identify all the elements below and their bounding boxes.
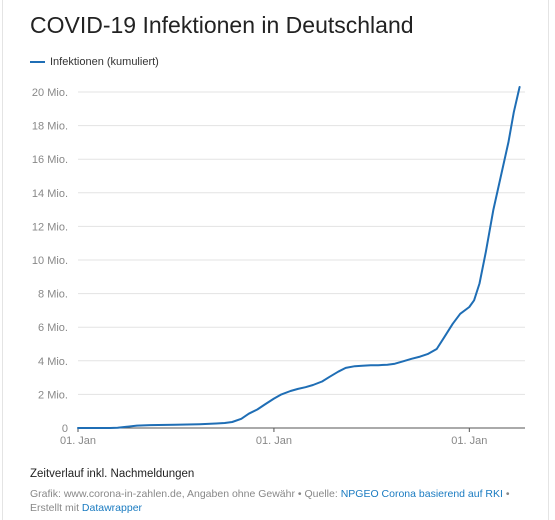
x-tick-label: 01. Jan	[60, 435, 96, 447]
y-tick-label: 16 Mio.	[32, 154, 68, 166]
legend-swatch	[30, 61, 45, 63]
source-line: Grafik: www.corona-in-zahlen.de, Angaben…	[30, 487, 535, 515]
y-tick-label: 18 Mio.	[32, 121, 68, 133]
y-tick-label: 10 Mio.	[32, 255, 68, 267]
datawrapper-link[interactable]: Datawrapper	[81, 502, 143, 514]
source-link[interactable]: NPGEO Corona basierend auf RKI	[340, 488, 503, 500]
x-tick-label: 01. Jan	[256, 435, 292, 447]
legend: Infektionen (kumuliert)	[30, 56, 159, 68]
legend-label: Infektionen (kumuliert)	[50, 56, 159, 68]
created-prefix: • Erstellt mit	[30, 488, 510, 514]
frame-right-border	[548, 0, 549, 520]
source-prefix: Grafik: www.corona-in-zahlen.de, Angaben…	[30, 488, 341, 500]
y-tick-label: 20 Mio.	[32, 87, 68, 99]
x-tick-label: 01. Jan	[451, 435, 487, 447]
chart-title: COVID-19 Infektionen in Deutschland	[30, 12, 414, 38]
y-tick-label: 12 Mio.	[32, 221, 68, 233]
y-tick-label: 8 Mio.	[38, 289, 68, 301]
frame-left-border	[2, 0, 3, 520]
line-chart: 0 2 Mio. 4 Mio. 6 Mio. 8 Mio. 10 Mio. 12 Mio. 1…	[32, 86, 525, 447]
y-tick-label: 6 Mio.	[38, 322, 68, 334]
y-tick-label: 2 Mio.	[38, 389, 68, 401]
y-tick-label: 14 Mio.	[32, 188, 68, 200]
footer-note: Zeitverlauf inkl. Nachmeldungen	[30, 468, 195, 480]
y-tick-label: 0	[62, 423, 68, 435]
y-tick-label: 4 Mio.	[38, 356, 68, 368]
series-line	[77, 86, 521, 429]
